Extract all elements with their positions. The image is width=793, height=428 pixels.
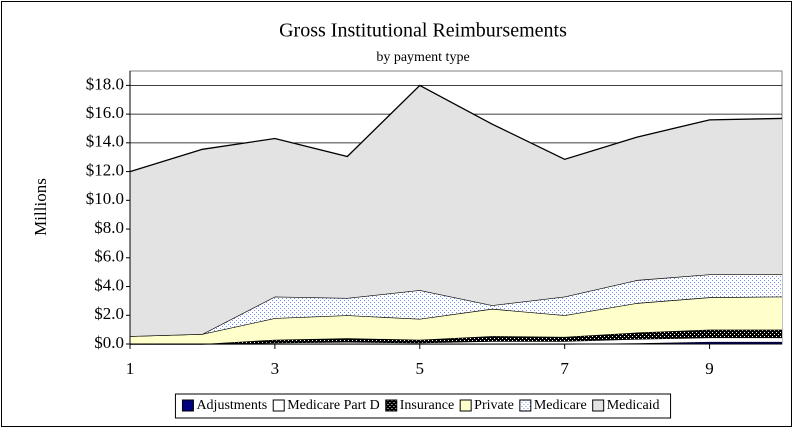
area <box>130 337 782 344</box>
legend-label: Insurance <box>400 398 454 413</box>
y-tick-label: $8.0 <box>94 218 124 237</box>
legend-swatch <box>385 399 398 412</box>
area <box>130 329 782 344</box>
x-tick-label: 9 <box>705 359 714 378</box>
y-tick-label: $18.0 <box>86 74 124 93</box>
legend-label: Adjustments <box>196 398 267 413</box>
legend-swatch <box>181 399 194 412</box>
x-tick-label: 7 <box>560 359 569 378</box>
y-tick-label: $4.0 <box>94 275 124 294</box>
y-tick-label: $0.0 <box>94 333 124 352</box>
x-tick-label: 5 <box>416 359 425 378</box>
y-tick-label: $10.0 <box>86 189 124 208</box>
x-tick-label: 3 <box>271 359 280 378</box>
y-tick-label: $2.0 <box>94 304 124 323</box>
legend-swatch <box>272 399 285 412</box>
area <box>130 296 782 344</box>
y-tick-label: $12.0 <box>86 160 124 179</box>
legend: Adjustments Medicare Part D Insurance Priva… <box>174 393 672 419</box>
legend-swatch <box>592 399 605 412</box>
y-tick-label: $14.0 <box>86 132 124 151</box>
legend-swatch <box>519 399 532 412</box>
y-tick-label: $16.0 <box>86 103 124 122</box>
legend-swatch <box>459 399 472 412</box>
legend-label: Private <box>474 398 514 413</box>
y-tick-label: $6.0 <box>94 247 124 266</box>
area <box>130 274 782 337</box>
area <box>130 85 782 337</box>
area-edge <box>129 84 783 173</box>
legend-box <box>174 393 672 419</box>
chart-title: Gross Institutional Reimbursements <box>279 20 567 42</box>
legend-label: Medicare <box>534 398 587 413</box>
y-axis-label: Millions <box>31 178 50 236</box>
legend-label: Medicaid <box>607 398 660 413</box>
legend-label: Medicare Part D <box>287 398 380 413</box>
x-tick-label: 1 <box>126 359 135 378</box>
chart-subtitle: by payment type <box>376 50 469 65</box>
